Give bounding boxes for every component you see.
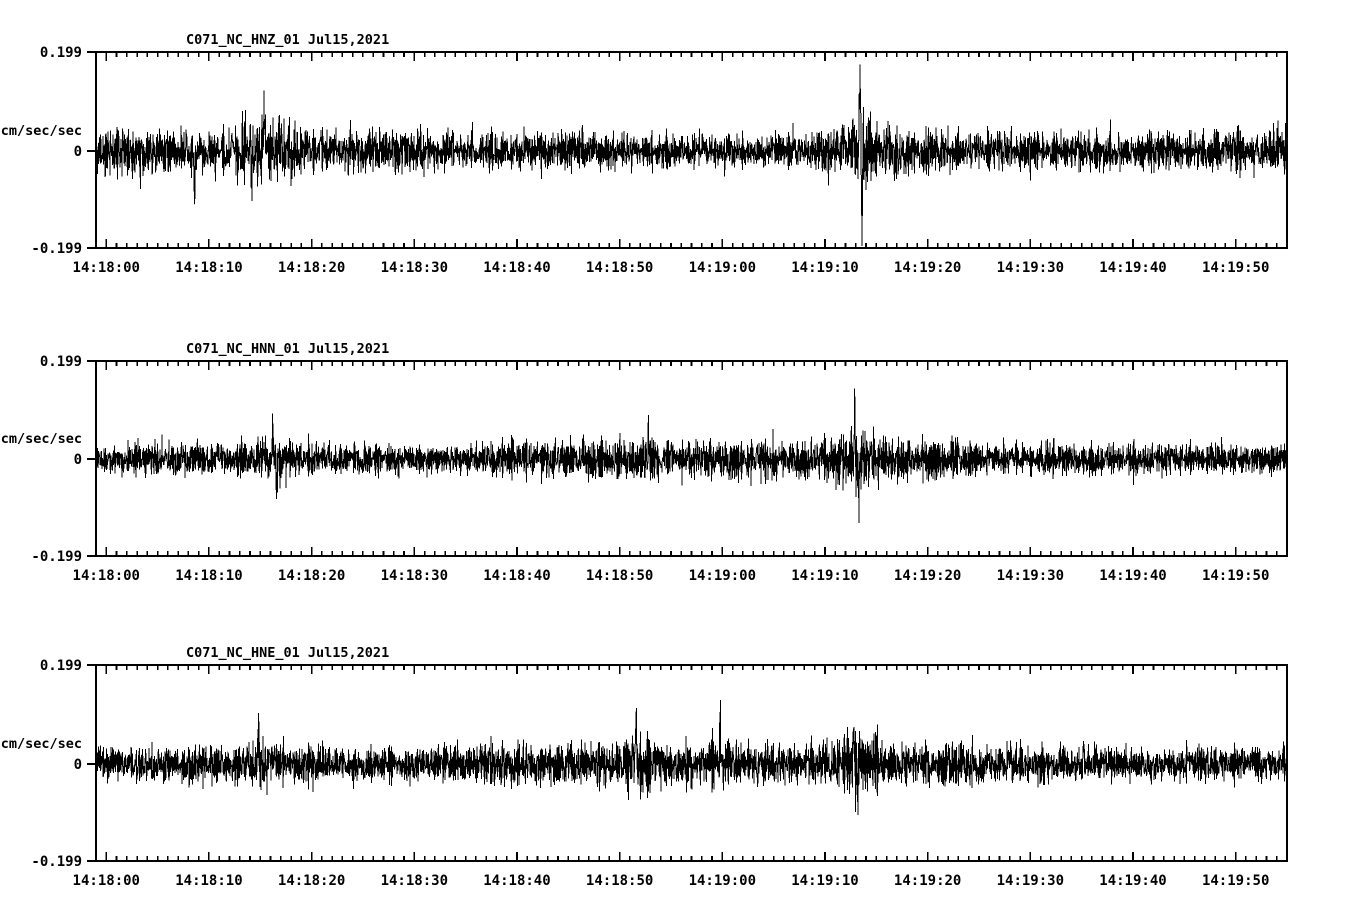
xtick-label: 14:18:10 — [175, 873, 242, 889]
xtick-label: 14:19:00 — [689, 873, 756, 889]
xtick-label: 14:19:10 — [791, 873, 858, 889]
ytick-label-zero: 0 — [74, 757, 82, 773]
ytick-label-min: -0.199 — [31, 854, 82, 870]
panel-hne-title: C071_NC_HNE_01 Jul15,2021 — [186, 645, 389, 661]
xtick-label: 14:18:50 — [586, 873, 653, 889]
xtick-label: 14:19:50 — [1202, 873, 1269, 889]
xtick-label: 14:18:20 — [278, 873, 345, 889]
xtick-label: 14:18:30 — [381, 873, 448, 889]
panel-hne-waveform — [95, 700, 1288, 815]
xtick-label: 14:18:40 — [483, 873, 550, 889]
panel-hne-plot-frame-overlay — [95, 664, 1288, 862]
xtick-label: 14:19:40 — [1099, 873, 1166, 889]
panel-hne-ticks — [87, 664, 1288, 862]
panel-hne-y-axis-unit-label: cm/sec/sec — [1, 736, 82, 752]
xtick-label: 14:18:00 — [73, 873, 140, 889]
panel-hne-plot-frame — [95, 664, 1288, 862]
xtick-label: 14:19:30 — [997, 873, 1064, 889]
ytick-label-max: 0.199 — [40, 658, 82, 674]
xtick-label: 14:19:20 — [894, 873, 961, 889]
